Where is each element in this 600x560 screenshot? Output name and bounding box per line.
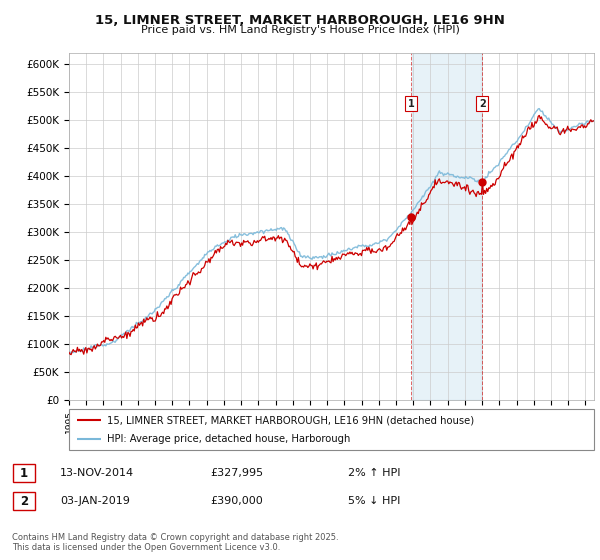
Text: HPI: Average price, detached house, Harborough: HPI: Average price, detached house, Harb…: [107, 434, 350, 444]
Text: £390,000: £390,000: [210, 496, 263, 506]
Text: £327,995: £327,995: [210, 468, 263, 478]
Text: 1: 1: [407, 99, 415, 109]
Text: 03-JAN-2019: 03-JAN-2019: [60, 496, 130, 506]
Text: 2: 2: [479, 99, 485, 109]
Text: 2% ↑ HPI: 2% ↑ HPI: [348, 468, 401, 478]
Text: Contains HM Land Registry data © Crown copyright and database right 2025.: Contains HM Land Registry data © Crown c…: [12, 533, 338, 542]
Text: This data is licensed under the Open Government Licence v3.0.: This data is licensed under the Open Gov…: [12, 543, 280, 552]
Text: 1: 1: [20, 466, 28, 480]
Text: 5% ↓ HPI: 5% ↓ HPI: [348, 496, 400, 506]
Text: 15, LIMNER STREET, MARKET HARBOROUGH, LE16 9HN (detached house): 15, LIMNER STREET, MARKET HARBOROUGH, LE…: [107, 416, 474, 425]
FancyBboxPatch shape: [69, 409, 594, 450]
Text: 13-NOV-2014: 13-NOV-2014: [60, 468, 134, 478]
Text: 2: 2: [20, 494, 28, 508]
FancyBboxPatch shape: [13, 464, 35, 482]
FancyBboxPatch shape: [13, 492, 35, 510]
Text: Price paid vs. HM Land Registry's House Price Index (HPI): Price paid vs. HM Land Registry's House …: [140, 25, 460, 35]
Text: 15, LIMNER STREET, MARKET HARBOROUGH, LE16 9HN: 15, LIMNER STREET, MARKET HARBOROUGH, LE…: [95, 14, 505, 27]
